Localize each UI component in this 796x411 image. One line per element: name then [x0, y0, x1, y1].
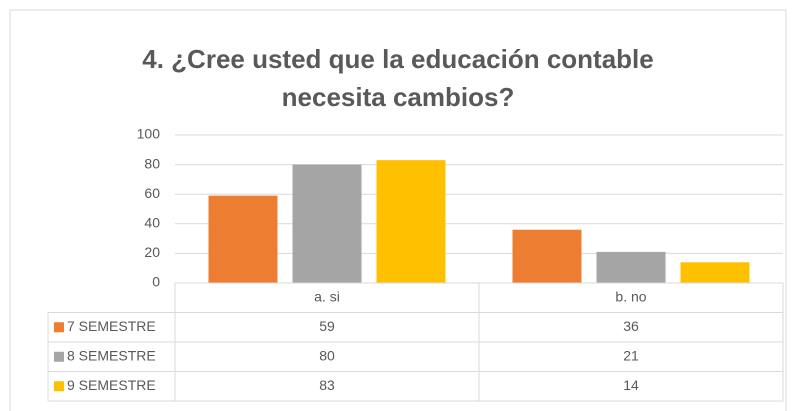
y-tick-label: 100 — [137, 126, 161, 142]
y-tick-label: 60 — [144, 185, 160, 201]
legend-label: 8 SEMESTRE — [67, 347, 156, 363]
data-table-value: 36 — [623, 318, 639, 334]
chart-title: 4. ¿Cree usted que la educación contable… — [142, 44, 654, 112]
legend-label: 9 SEMESTRE — [67, 377, 156, 393]
y-tick-label: 20 — [144, 244, 160, 260]
y-tick-label: 40 — [144, 215, 160, 231]
data-table-value: 21 — [623, 347, 639, 363]
bar — [208, 195, 278, 283]
y-tick-label: 80 — [144, 155, 160, 171]
legend-key — [54, 381, 64, 392]
bar — [680, 262, 750, 283]
data-table-value: 80 — [319, 347, 335, 363]
data-table-value: 59 — [319, 318, 335, 334]
bar — [512, 229, 582, 283]
x-tick-label: a. si — [314, 288, 340, 304]
legend-label: 7 SEMESTRE — [67, 318, 156, 334]
data-table-value: 83 — [319, 377, 335, 393]
legend-key — [54, 322, 64, 333]
x-tick-label: b. no — [615, 288, 646, 304]
bar — [376, 160, 446, 283]
data-table-value: 14 — [623, 377, 639, 393]
bar — [292, 164, 362, 283]
bar — [596, 251, 666, 283]
y-tick-label: 0 — [152, 274, 160, 290]
legend-key — [54, 351, 64, 362]
